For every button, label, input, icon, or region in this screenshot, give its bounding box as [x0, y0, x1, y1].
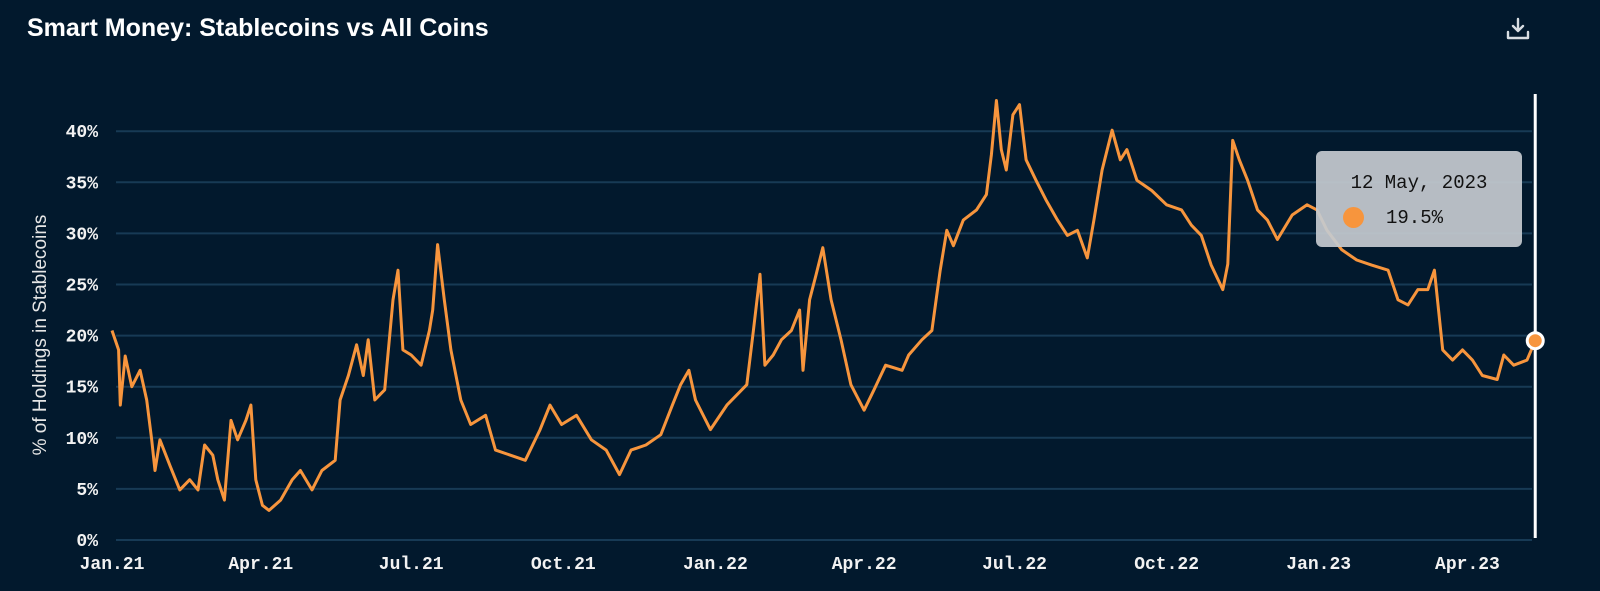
- x-tick-label: Apr.23: [1435, 555, 1500, 575]
- x-tick-label: Oct.22: [1134, 555, 1199, 575]
- x-tick-label: Jan.23: [1286, 555, 1351, 575]
- y-tick-label: 5%: [76, 481, 98, 501]
- x-tick-label: Oct.21: [531, 555, 596, 575]
- download-button[interactable]: [1505, 16, 1531, 42]
- y-tick-label: 20%: [66, 328, 99, 348]
- chart-title: Smart Money: Stablecoins vs All Coins: [27, 14, 489, 42]
- y-tick-label: 30%: [66, 225, 99, 245]
- y-tick-label: 15%: [66, 379, 99, 399]
- download-icon: [1506, 17, 1530, 40]
- series-line: [110, 99, 1537, 512]
- x-tick-label: Apr.21: [228, 555, 293, 575]
- x-tick-label: Jan.22: [683, 555, 748, 575]
- tooltip: 12 May, 2023 19.5%: [1316, 151, 1522, 247]
- y-tick-label: 25%: [66, 277, 99, 297]
- x-tick-label: Jan.21: [80, 555, 145, 575]
- x-tick-label: Jul.21: [379, 555, 444, 575]
- y-tick-label: 35%: [66, 174, 99, 194]
- hover-point-marker: [1525, 331, 1545, 351]
- y-tick-label: 40%: [66, 123, 99, 143]
- x-tick-label: Jul.22: [982, 555, 1047, 575]
- tooltip-value: 19.5%: [1386, 207, 1444, 229]
- y-tick-label: 0%: [76, 532, 98, 552]
- y-axis-label: % of Holdings in Stablecoins: [30, 215, 51, 456]
- y-tick-label: 10%: [66, 430, 99, 450]
- series-color-dot-icon: [1343, 207, 1364, 228]
- x-tick-label: Apr.22: [832, 555, 897, 575]
- tooltip-date: 12 May, 2023: [1350, 172, 1488, 194]
